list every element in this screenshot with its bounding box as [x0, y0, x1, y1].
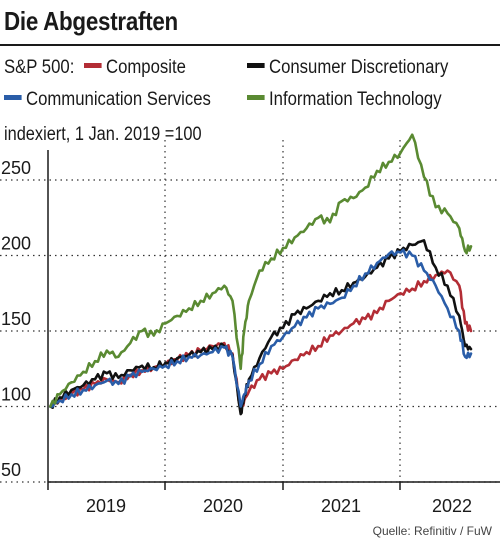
y-tick-label-150: 150 — [1, 309, 31, 329]
legend-item-information-technology: Information Technology — [247, 89, 442, 111]
x-tick-label-2022: 2022 — [432, 496, 472, 516]
series-line-consumer-discretionary — [49, 239, 473, 416]
x-tick-label-2019: 2019 — [86, 496, 126, 516]
legend-swatch-information-technology — [247, 95, 265, 101]
legend-swatch-communication-services — [4, 95, 22, 101]
chart-subtitle: indexiert, 1 Jan. 2019 =100 — [4, 124, 202, 145]
legend-label-information-technology: Information Technology — [269, 89, 442, 110]
source-note: Quelle: Refinitiv / FuW — [372, 524, 492, 538]
legend-item-composite: Composite — [84, 57, 186, 79]
series-line-composite — [49, 269, 473, 413]
y-tick-label-250: 250 — [1, 158, 31, 178]
legend-prefix: S&P 500: — [4, 57, 75, 78]
y-tick-label-200: 200 — [1, 234, 31, 254]
series-line-communication-services — [49, 248, 473, 408]
x-tick-label-2021: 2021 — [321, 496, 361, 516]
y-tick-label-100: 100 — [1, 385, 31, 405]
title-rule — [0, 44, 500, 46]
y-tick-label-50: 50 — [1, 460, 21, 480]
legend-label-composite: Composite — [106, 57, 186, 78]
chart-title: Die Abgestraften — [4, 6, 178, 36]
legend-item-communication-services: Communication Services — [4, 89, 211, 111]
legend-label-consumer-discretionary: Consumer Discretionary — [269, 57, 449, 78]
x-tick-label-2020: 2020 — [203, 496, 243, 516]
legend-swatch-consumer-discretionary — [247, 63, 265, 69]
legend-label-communication-services: Communication Services — [26, 89, 211, 110]
series-line-information-technology — [49, 133, 473, 408]
legend-item-consumer-discretionary: Consumer Discretionary — [247, 57, 448, 79]
legend-swatch-composite — [84, 63, 102, 69]
